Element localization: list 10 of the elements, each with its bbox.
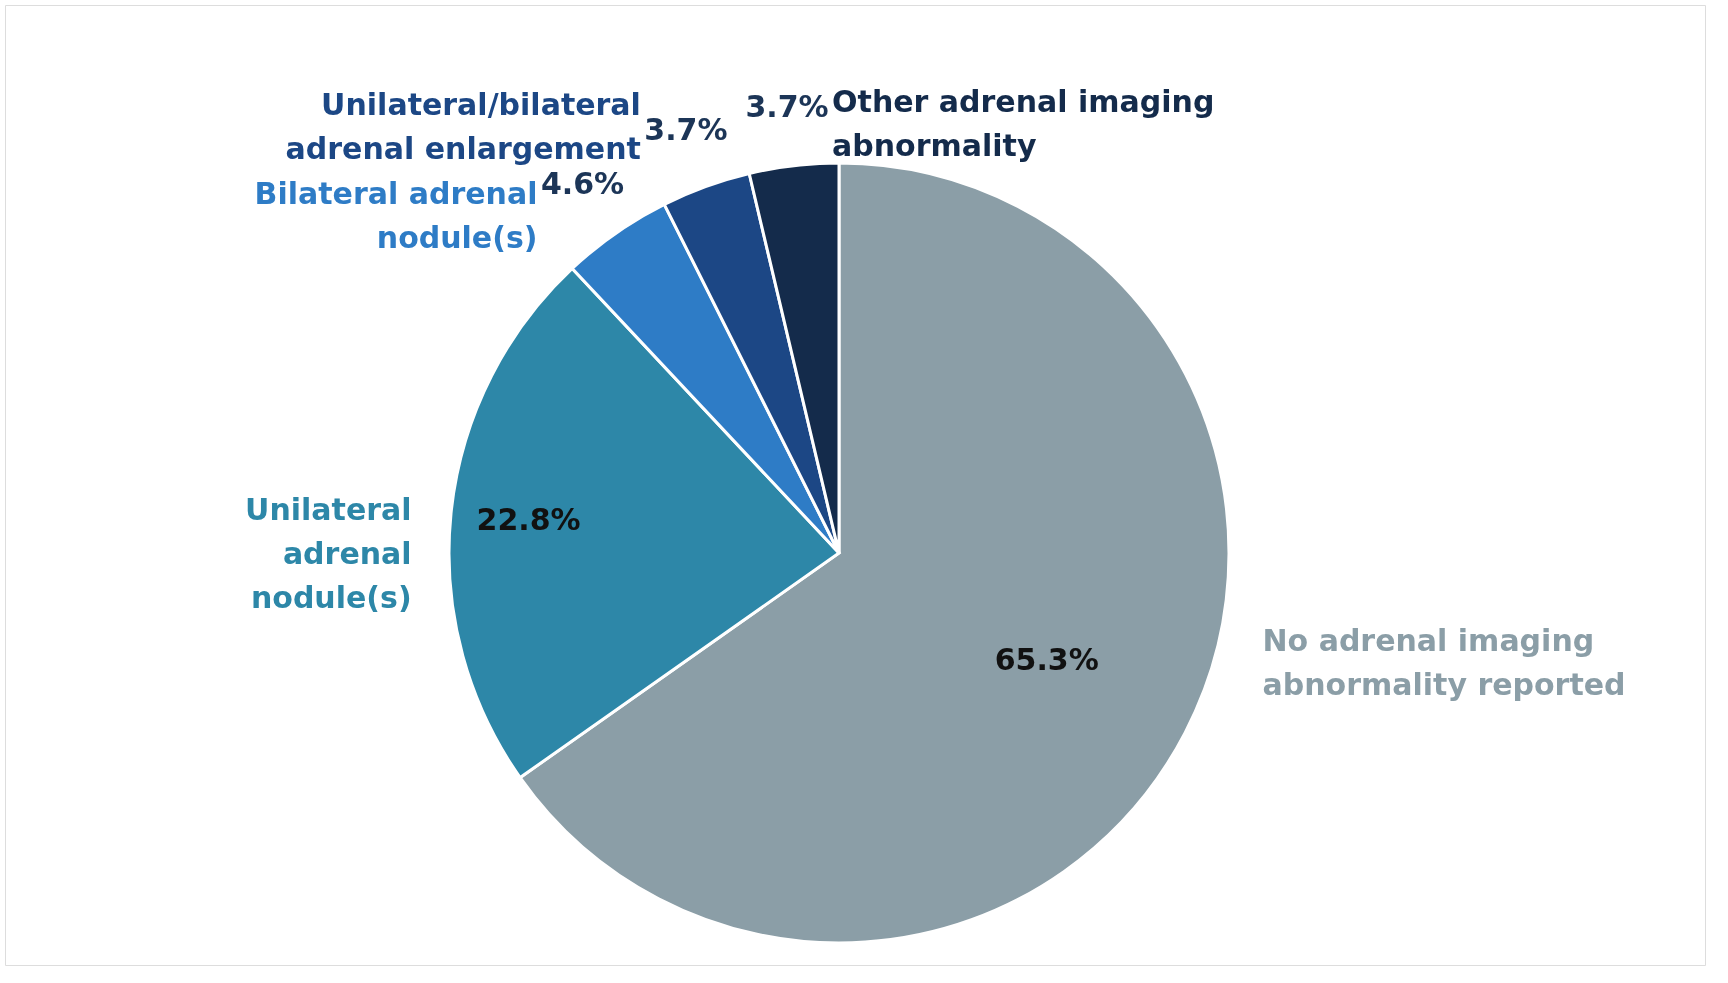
slice-label: Bilateral adrenal nodule(s): [254, 176, 538, 256]
slice-label: No adrenal imaging abnormality reported: [1262, 622, 1626, 702]
data-label: 22.8%: [476, 502, 581, 538]
data-label: 4.6%: [540, 166, 625, 202]
slice-label: Unilateral/bilateral adrenal enlargement: [285, 87, 641, 167]
data-label: 3.7%: [644, 112, 728, 148]
data-label: 3.7%: [745, 88, 829, 124]
slice-label: Other adrenal imaging abnormality: [832, 83, 1215, 163]
slice-label: Unilateral adrenal nodule(s): [245, 492, 412, 616]
data-label: 65.3%: [994, 641, 1099, 677]
